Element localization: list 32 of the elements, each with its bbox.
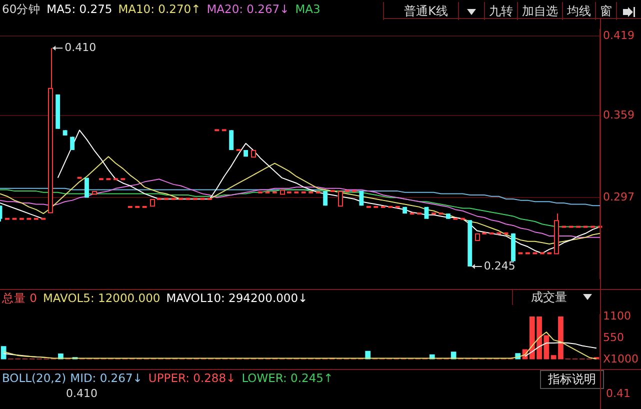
text: MID: 0.267↓ bbox=[70, 371, 142, 385]
annotation: 0.410 bbox=[64, 40, 96, 54]
bar bbox=[0, 346, 6, 360]
chart-title: 总量 0 bbox=[2, 291, 37, 305]
y-tick-label: X1000 bbox=[603, 352, 639, 366]
text: 窗 bbox=[595, 2, 616, 20]
text: 均线 bbox=[562, 2, 595, 20]
text: MA5: 0.275 bbox=[46, 2, 112, 16]
text: BOLL(20,2) bbox=[2, 371, 66, 385]
text: MA20: 0.267↓ bbox=[206, 2, 290, 16]
text: 成交量 bbox=[512, 289, 604, 305]
text: 指标说明 bbox=[540, 370, 604, 389]
y-tick-label: 550 bbox=[603, 330, 624, 344]
y-tick-label: 1100 bbox=[603, 309, 631, 322]
text: 0.410 bbox=[66, 387, 98, 400]
y-tick-label: 0.297 bbox=[603, 190, 634, 204]
text: MA10: 0.270↑ bbox=[118, 2, 201, 16]
chart-title: 60分钟 bbox=[2, 2, 41, 16]
annotation: 0.245 bbox=[484, 259, 516, 272]
text: 0.41 bbox=[606, 387, 630, 400]
text: 九转 bbox=[484, 2, 517, 20]
text: UPPER: 0.288↓ bbox=[148, 371, 236, 385]
text: MAVOL5: 12000.000 bbox=[42, 291, 160, 305]
candlestick bbox=[359, 190, 364, 206]
text: LOWER: 0.245↑ bbox=[242, 371, 334, 385]
text: 普通K线 bbox=[383, 2, 458, 20]
text: MA3 bbox=[295, 2, 320, 16]
y-tick-label: 0.419 bbox=[603, 29, 634, 42]
y-tick-label: 0.359 bbox=[603, 108, 634, 122]
text: MAVOL10: 294200.000↓ bbox=[166, 291, 308, 305]
candlestick bbox=[229, 130, 234, 151]
text: 加自选 bbox=[517, 2, 562, 20]
